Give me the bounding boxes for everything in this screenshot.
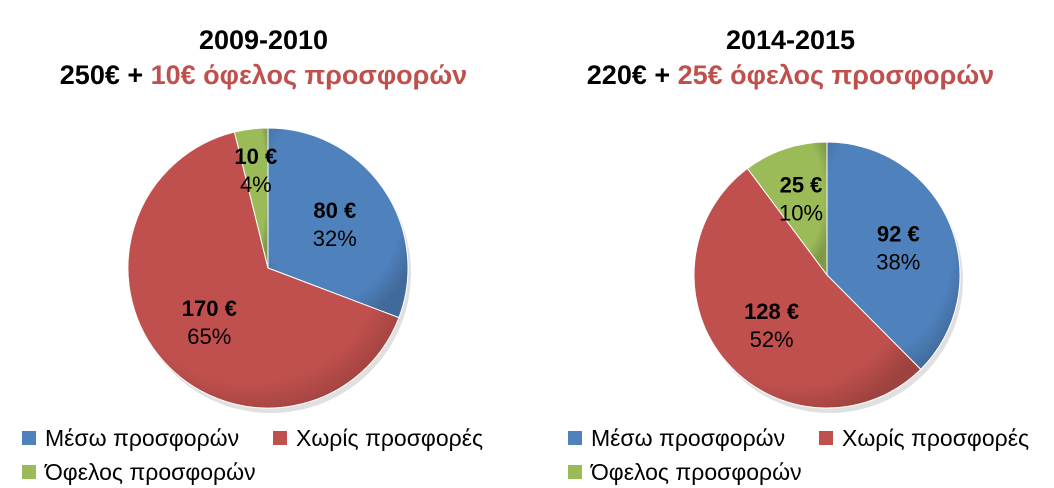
subtitle-base: 250€ + [59,60,151,90]
slice-percent-label: 52% [750,327,794,352]
slice-value-label: 170 € [182,296,237,321]
slice-value-label: 80 € [313,198,356,223]
slice-percent-label: 38% [876,250,920,275]
pie-slice [233,127,269,269]
pie-slice [127,131,400,409]
legend-swatch [819,431,833,445]
legend-item: Όφελος προσφορών [568,459,802,485]
chart-2009-2010: 2009-2010 250€ + 10€ όφελος προσφορών 80… [0,25,527,485]
slice-percent-label: 32% [313,226,357,251]
chart-subtitle: 220€ + 25€ όφελος προσφορών [527,57,1054,93]
legend-item: Μέσω προσφορών [568,425,785,451]
legend-swatch [22,431,36,445]
subtitle-highlight: 10€ όφελος προσφορών [150,60,468,90]
legend-label: Όφελος προσφορών [45,459,256,485]
pie-slice [826,141,961,371]
chart-2014-2015: 2014-2015 220€ + 25€ όφελος προσφορών 92… [527,0,1054,488]
pie-chart: 92 € 38% 128 € 52% 25 € 10% [693,141,963,413]
slice-percent-label: 4% [240,172,272,197]
legend-swatch [568,431,582,445]
pie-slice [267,127,409,319]
pie-slice [693,167,922,409]
pie-chart: 80 € 32% 170 € 65% 10 € 4% [127,127,411,413]
chart-title: 2014-2015 [725,25,856,55]
slice-value-label: 128 € [744,299,799,324]
legend-swatch [273,431,287,445]
legend-label: Μέσω προσφορών [45,425,240,451]
legend-item: Χωρίς προσφορές [819,425,1029,451]
legend-item: Όφελος προσφορών [22,459,256,485]
slice-percent-label: 10% [779,201,823,226]
pie-slice [746,141,828,277]
legend-item: Μέσω προσφορών [22,425,239,451]
legend-item: Χωρίς προσφορές [273,425,483,451]
subtitle-base: 220€ + [586,60,678,90]
legend-swatch [568,465,582,479]
chart-title: 2009-2010 [198,25,329,55]
subtitle-highlight: 25€ όφελος προσφορών [677,60,995,90]
legend-swatch [22,465,36,479]
legend-label: Χωρίς προσφορές [296,425,484,451]
slice-value-label: 10 € [234,144,277,169]
slice-percent-label: 65% [187,324,231,349]
chart-subtitle: 250€ + 10€ όφελος προσφορών [0,57,527,93]
slice-value-label: 25 € [780,173,823,198]
legend-label: Χωρίς προσφορές [842,425,1030,451]
legend-label: Όφελος προσφορών [591,459,802,485]
legend-label: Μέσω προσφορών [591,425,786,451]
slice-value-label: 92 € [877,222,920,247]
